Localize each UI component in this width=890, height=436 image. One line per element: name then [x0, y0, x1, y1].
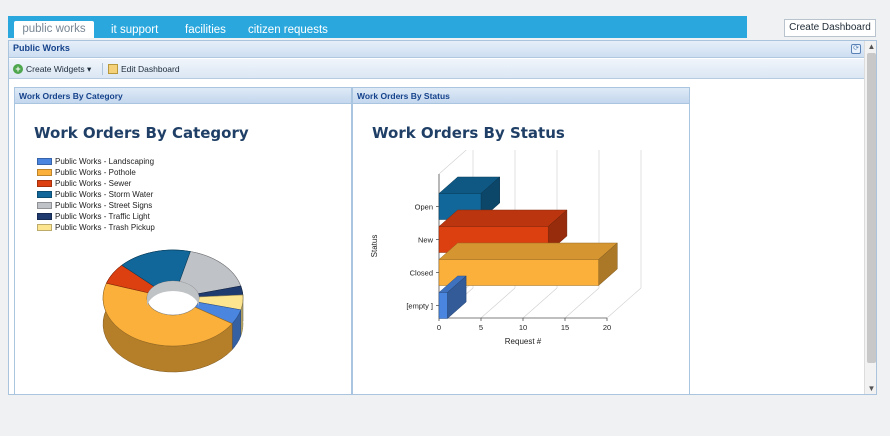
legend-label: Public Works - Traffic Light	[55, 212, 150, 221]
tab-facilities[interactable]: facilities	[185, 24, 226, 36]
legend-swatch	[37, 180, 52, 187]
donut-chart	[102, 249, 244, 373]
y-tick-label: Closed	[410, 269, 433, 278]
donut-inner-wall	[147, 281, 199, 308]
tab-it-support[interactable]: it support	[111, 24, 159, 36]
legend-item: Public Works - Landscaping	[37, 156, 155, 167]
x-tick-label: 0	[437, 323, 441, 332]
x-axis-label: Request #	[505, 337, 542, 346]
y-axis-label: Status	[370, 235, 379, 258]
legend-label: Public Works - Sewer	[55, 179, 132, 188]
widget-header-category[interactable]: Work Orders By Category	[15, 88, 351, 104]
legend-swatch	[37, 213, 52, 220]
add-icon: +	[13, 64, 23, 74]
widget-work-orders-by-status: Work Orders By Status Work Orders By Sta…	[352, 87, 690, 394]
edit-icon	[108, 64, 118, 74]
legend-item: Public Works - Pothole	[37, 167, 155, 178]
edit-dashboard-button[interactable]: Edit Dashboard	[108, 62, 180, 76]
legend-swatch	[37, 158, 52, 165]
legend-label: Public Works - Pothole	[55, 168, 136, 177]
section-header: Public Works ⟳	[9, 41, 864, 58]
bar-new[interactable]	[438, 209, 568, 254]
chart-title-category: Work Orders By Category	[34, 124, 249, 142]
create-widgets-label: Create Widgets ▾	[26, 64, 92, 74]
legend-item: Public Works - Sewer	[37, 178, 155, 189]
chart-legend: Public Works - Landscaping Public Works -…	[37, 156, 155, 233]
edit-dashboard-label: Edit Dashboard	[121, 64, 180, 74]
scrollbar-thumb[interactable]	[867, 53, 876, 363]
legend-swatch	[37, 202, 52, 209]
tab-public-works[interactable]: public works	[14, 21, 94, 38]
legend-swatch	[37, 191, 52, 198]
legend-item: Public Works - Traffic Light	[37, 211, 155, 222]
y-tick-label: [empty ]	[406, 302, 433, 311]
create-widgets-button[interactable]: + Create Widgets ▾	[13, 62, 91, 76]
legend-label: Public Works - Street Signs	[55, 201, 153, 210]
legend-item: Public Works - Storm Water	[37, 189, 155, 200]
bar-chart: Open New Closed [empty ] 0 5 10 15 20 Request # St…	[370, 150, 642, 346]
legend-item: Public Works - Street Signs	[37, 200, 155, 211]
create-dashboard-button[interactable]: Create Dashboard	[784, 19, 876, 37]
toolbar-divider	[102, 63, 103, 75]
x-tick-label: 5	[479, 323, 483, 332]
dashboard-toolbar: + Create Widgets ▾ Edit Dashboard	[9, 59, 864, 79]
legend-label: Public Works - Landscaping	[55, 157, 155, 166]
dashboard-tab-bar: public works it support facilities citiz…	[8, 16, 747, 38]
x-tick-label: 10	[519, 323, 527, 332]
legend-label: Public Works - Trash Pickup	[55, 223, 155, 232]
widget-work-orders-by-category: Work Orders By Category Work Orders By C…	[14, 87, 352, 394]
vertical-scrollbar[interactable]: ▲ ▼	[864, 41, 876, 394]
widget-header-status[interactable]: Work Orders By Status	[353, 88, 689, 104]
refresh-icon[interactable]: ⟳	[851, 44, 861, 54]
bar-empty[interactable]	[438, 275, 467, 320]
scroll-down-icon[interactable]: ▼	[867, 384, 876, 393]
legend-label: Public Works - Storm Water	[55, 190, 154, 199]
legend-item: Public Works - Trash Pickup	[37, 222, 155, 233]
legend-swatch	[37, 169, 52, 176]
x-tick-label: 15	[561, 323, 569, 332]
chart-title-status: Work Orders By Status	[372, 124, 565, 142]
scroll-up-icon[interactable]: ▲	[867, 42, 876, 51]
tab-citizen-requests[interactable]: citizen requests	[248, 24, 328, 36]
legend-swatch	[37, 224, 52, 231]
dashboard-frame: Public Works ⟳ + Create Widgets ▾ Edit D…	[8, 40, 877, 395]
bar-closed[interactable]	[438, 242, 618, 287]
section-title: Public Works	[13, 43, 70, 53]
y-tick-label: Open	[415, 203, 433, 212]
x-tick-label: 20	[603, 323, 611, 332]
y-tick-label: New	[418, 236, 434, 245]
